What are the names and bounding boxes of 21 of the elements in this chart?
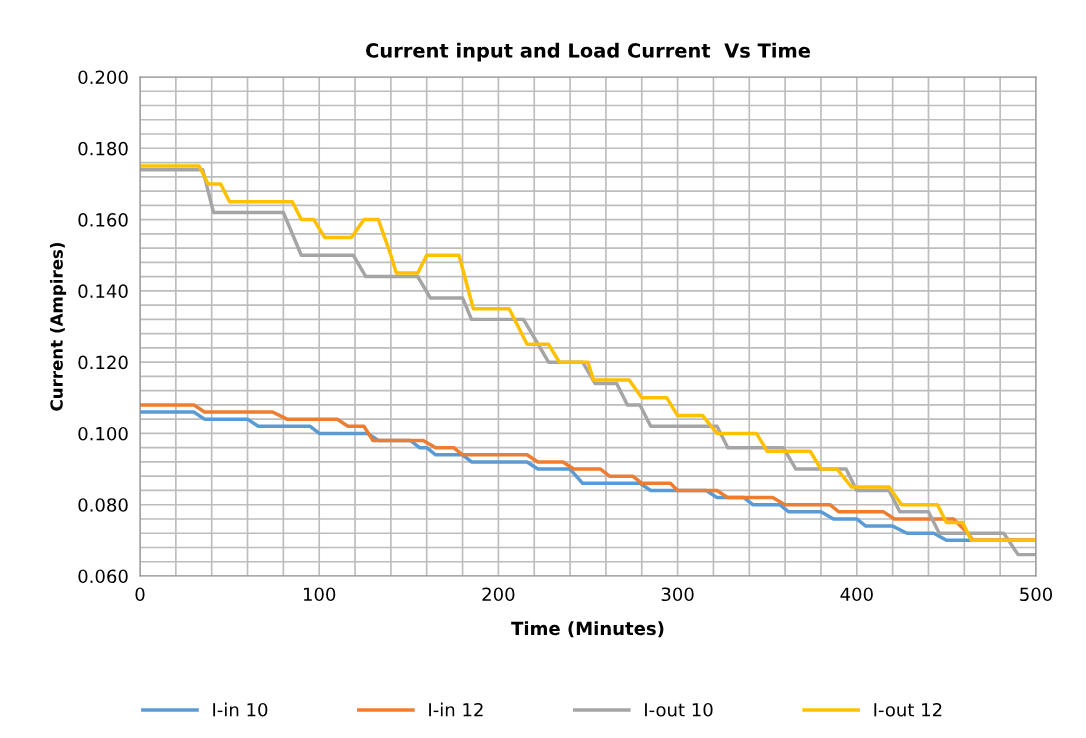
y-tick-label: 0.160 bbox=[78, 213, 128, 227]
chart-title: Current input and Load Current Vs Time bbox=[366, 42, 810, 62]
x-tick-label: 400 bbox=[840, 587, 873, 602]
y-tick-label: 0.120 bbox=[78, 355, 128, 370]
x-tick-label: 200 bbox=[482, 587, 515, 602]
x-tick-label: 0 bbox=[135, 587, 145, 602]
legend-label: I-out 10 bbox=[645, 702, 713, 717]
x-tick-label: 300 bbox=[661, 587, 694, 602]
x-axis-title: Time (Minutes) bbox=[511, 621, 664, 638]
y-tick-label: 0.180 bbox=[78, 141, 128, 156]
y-tick-label: 0.100 bbox=[78, 426, 128, 441]
y-tick-label: 0.080 bbox=[78, 498, 128, 512]
y-tick-label: 0.060 bbox=[78, 569, 128, 584]
legend-label: I-in 12 bbox=[429, 702, 483, 717]
legend-label: I-out 12 bbox=[874, 702, 942, 717]
legend-label: I-in 10 bbox=[213, 702, 268, 717]
y-axis-title: Current (Ampires) bbox=[49, 242, 67, 411]
x-tick-label: 100 bbox=[303, 587, 336, 602]
y-tick-label: 0.200 bbox=[78, 70, 128, 85]
x-tick-label: 500 bbox=[1020, 587, 1053, 602]
y-tick-label: 0.140 bbox=[78, 284, 128, 298]
